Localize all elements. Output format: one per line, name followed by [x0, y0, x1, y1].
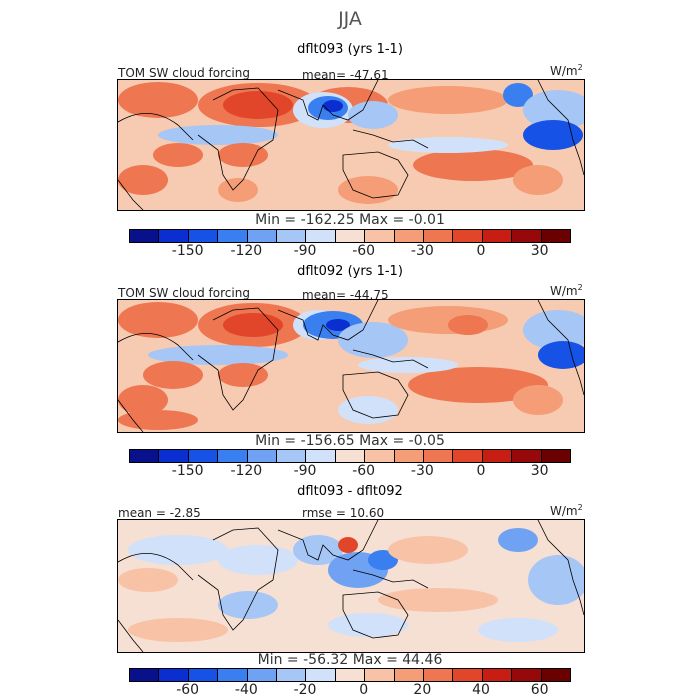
colorbar-tick-label: 0: [476, 463, 486, 479]
panel-1-mean-label: mean= -47.61: [302, 68, 389, 82]
colorbar-swatch: [306, 450, 336, 462]
colorbar-tick-label: -60: [352, 463, 376, 479]
colorbar-swatch: [482, 230, 513, 242]
colorbar-swatch: [424, 230, 454, 242]
panel-1-units: W/m2: [550, 63, 583, 78]
colorbar-swatch: [247, 230, 278, 242]
panel-1-colorbar: [129, 229, 571, 243]
colorbar-swatch: [394, 669, 425, 681]
colorbar-tick-label: 30: [530, 243, 549, 259]
figure-title: JJA: [338, 8, 362, 30]
colorbar-tick-label: -60: [176, 682, 200, 698]
colorbar-swatch: [188, 450, 219, 462]
colorbar-swatch: [159, 669, 189, 681]
panel-2-colorbar-ticks: -150 -120 -90 -60 -30 0 30: [129, 463, 569, 483]
panel-2-map: [117, 299, 585, 433]
panel-2-variable-label: TOM SW cloud forcing: [118, 286, 250, 300]
panel-2-title: dflt092 (yrs 1-1): [297, 264, 403, 279]
panel-2-units: W/m2: [550, 283, 583, 298]
panel-1-map: [117, 79, 585, 211]
colorbar-swatch: [277, 450, 307, 462]
colorbar-swatch: [306, 230, 336, 242]
colorbar-swatch: [130, 230, 160, 242]
colorbar-swatch: [394, 230, 425, 242]
colorbar-tick-label: -90: [293, 243, 317, 259]
panel-3-map: [117, 519, 585, 653]
colorbar-tick-label: 60: [530, 682, 549, 698]
panel-2-minmax: Min = -156.65 Max = -0.05: [255, 433, 445, 449]
colorbar-tick-label: -150: [171, 463, 204, 479]
panel-1-title: dflt093 (yrs 1-1): [297, 42, 403, 57]
colorbar-tick-label: -20: [293, 682, 317, 698]
colorbar-swatch: [365, 450, 395, 462]
panel-3-rmse-label: rmse = 10.60: [302, 506, 385, 520]
colorbar-swatch: [541, 669, 571, 681]
panel-3-mean-label: mean = -2.85: [118, 506, 201, 520]
colorbar-swatch: [247, 669, 278, 681]
colorbar-tick-label: 20: [413, 682, 432, 698]
colorbar-swatch: [218, 669, 248, 681]
colorbar-swatch: [247, 450, 278, 462]
colorbar-swatch: [159, 230, 189, 242]
colorbar-tick-label: -40: [234, 682, 258, 698]
colorbar-tick-label: -120: [230, 463, 263, 479]
colorbar-swatch: [424, 669, 454, 681]
colorbar-tick-label: -60: [352, 243, 376, 259]
colorbar-tick-label: -30: [410, 243, 434, 259]
panel-2-map-svg: [118, 300, 584, 432]
colorbar-swatch: [188, 669, 219, 681]
panel-1-variable-label: TOM SW cloud forcing: [118, 66, 250, 80]
colorbar-swatch: [365, 230, 395, 242]
colorbar-tick-label: 0: [359, 682, 369, 698]
colorbar-swatch: [130, 669, 160, 681]
panel-3-minmax: Min = -56.32 Max = 44.46: [257, 652, 443, 668]
colorbar-swatch: [335, 230, 366, 242]
colorbar-swatch: [512, 669, 542, 681]
colorbar-swatch: [218, 450, 248, 462]
colorbar-swatch: [453, 450, 483, 462]
colorbar-swatch: [335, 450, 366, 462]
colorbar-swatch: [335, 669, 366, 681]
colorbar-swatch: [277, 230, 307, 242]
colorbar-swatch: [365, 669, 395, 681]
panel-1-minmax: Min = -162.25 Max = -0.01: [255, 212, 445, 228]
colorbar-swatch: [159, 450, 189, 462]
panel-1-colorbar-ticks: -150 -120 -90 -60 -30 0 30: [129, 243, 569, 263]
colorbar-swatch: [512, 450, 542, 462]
colorbar-swatch: [424, 450, 454, 462]
panel-3-units: W/m2: [550, 503, 583, 518]
colorbar-swatch: [512, 230, 542, 242]
colorbar-tick-label: 40: [472, 682, 490, 698]
colorbar-swatch: [482, 669, 513, 681]
colorbar-tick-label: 0: [476, 243, 486, 259]
colorbar-swatch: [306, 669, 336, 681]
colorbar-swatch: [277, 669, 307, 681]
panel-3-title: dflt093 - dflt092: [297, 484, 403, 499]
panel-1-map-svg: [118, 80, 584, 210]
colorbar-tick-label: -150: [171, 243, 204, 259]
panel-2-mean-label: mean= -44.75: [302, 288, 389, 302]
colorbar-swatch: [482, 450, 513, 462]
colorbar-swatch: [218, 230, 248, 242]
colorbar-swatch: [453, 669, 483, 681]
colorbar-tick-label: -90: [293, 463, 317, 479]
colorbar-swatch: [541, 230, 571, 242]
panel-3-colorbar: [129, 668, 571, 682]
colorbar-swatch: [394, 450, 425, 462]
colorbar-tick-label: -30: [410, 463, 434, 479]
colorbar-tick-label: -120: [230, 243, 263, 259]
panel-3-map-svg: [118, 520, 584, 652]
colorbar-swatch: [541, 450, 571, 462]
colorbar-tick-label: 30: [530, 463, 549, 479]
colorbar-swatch: [453, 230, 483, 242]
colorbar-swatch: [188, 230, 219, 242]
panel-2-colorbar: [129, 449, 571, 463]
panel-3-colorbar-ticks: -60 -40 -20 0 20 40 60: [129, 682, 569, 700]
colorbar-swatch: [130, 450, 160, 462]
